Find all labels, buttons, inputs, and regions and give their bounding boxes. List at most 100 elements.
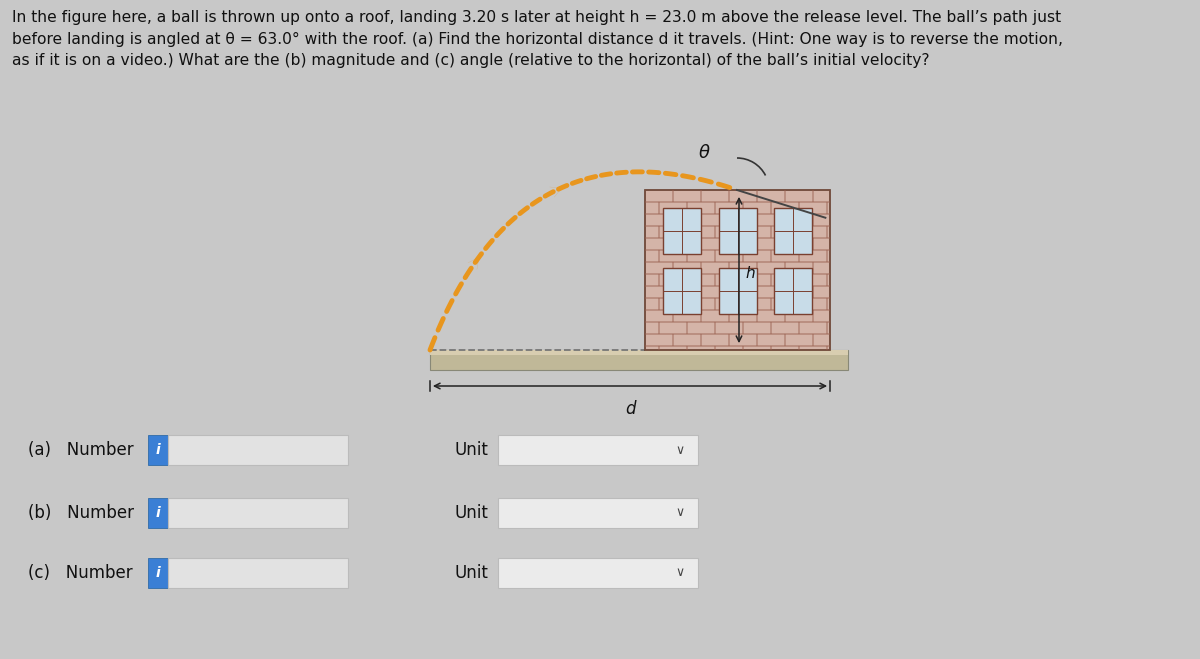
Bar (743, 298, 772, 310)
Bar (799, 250, 827, 262)
Bar (673, 262, 701, 274)
Bar (715, 298, 743, 310)
Bar (743, 346, 772, 350)
Bar (715, 274, 743, 286)
Bar (785, 214, 814, 226)
Bar (757, 214, 785, 226)
Bar (743, 322, 772, 334)
Text: d: d (625, 400, 635, 418)
Bar (646, 262, 673, 274)
Text: i: i (156, 506, 161, 520)
Bar (785, 286, 814, 298)
Bar (730, 190, 757, 202)
Bar (757, 286, 785, 298)
Text: ∨: ∨ (676, 567, 684, 579)
Bar (686, 226, 715, 238)
Bar (772, 346, 799, 350)
Bar (498, 435, 698, 465)
Bar (498, 558, 698, 588)
Bar (774, 208, 812, 254)
Bar (662, 208, 701, 254)
Text: (b)   Number: (b) Number (28, 504, 134, 522)
Bar (772, 202, 799, 214)
Text: Unit: Unit (455, 564, 488, 582)
Bar (148, 435, 168, 465)
Bar (730, 310, 757, 322)
Bar (673, 238, 701, 250)
Bar (646, 250, 659, 262)
Bar (646, 310, 673, 322)
Bar (168, 498, 348, 528)
Bar (646, 298, 659, 310)
Bar (785, 334, 814, 346)
Bar (772, 322, 799, 334)
Bar (743, 274, 772, 286)
Bar (659, 322, 686, 334)
Bar (646, 274, 659, 286)
Bar (659, 298, 686, 310)
Bar (673, 334, 701, 346)
Bar (827, 346, 830, 350)
Bar (646, 334, 673, 346)
Bar (168, 558, 348, 588)
Bar (659, 346, 686, 350)
Bar (814, 334, 830, 346)
Bar (148, 498, 168, 528)
Bar (757, 310, 785, 322)
Bar (659, 226, 686, 238)
Bar (814, 286, 830, 298)
Bar (715, 226, 743, 238)
Bar (814, 214, 830, 226)
Bar (646, 214, 673, 226)
Bar (827, 250, 830, 262)
Bar (715, 202, 743, 214)
Bar (757, 238, 785, 250)
Bar (774, 268, 812, 314)
Bar (646, 346, 659, 350)
Bar (646, 322, 659, 334)
Bar (686, 202, 715, 214)
Bar (772, 298, 799, 310)
Bar (701, 214, 730, 226)
Bar (743, 202, 772, 214)
Bar (730, 262, 757, 274)
Bar (757, 334, 785, 346)
Bar (772, 274, 799, 286)
Bar (686, 322, 715, 334)
Bar (662, 268, 701, 314)
Bar (148, 558, 168, 588)
Bar (719, 208, 756, 254)
Text: i: i (156, 443, 161, 457)
Bar (686, 274, 715, 286)
Bar (785, 310, 814, 322)
Bar (785, 238, 814, 250)
Bar (730, 238, 757, 250)
Bar (701, 286, 730, 298)
Bar (814, 262, 830, 274)
Bar (827, 322, 830, 334)
Polygon shape (646, 190, 830, 350)
Bar (686, 298, 715, 310)
Bar (686, 346, 715, 350)
Bar (715, 250, 743, 262)
Polygon shape (430, 350, 848, 370)
Bar (659, 250, 686, 262)
Bar (646, 286, 673, 298)
Bar (168, 435, 348, 465)
Bar (673, 214, 701, 226)
Bar (646, 190, 673, 202)
Text: In the figure here, a ball is thrown up onto a roof, landing 3.20 s later at hei: In the figure here, a ball is thrown up … (12, 10, 1063, 69)
Bar (827, 202, 830, 214)
Bar (701, 310, 730, 322)
Text: Unit: Unit (455, 441, 488, 459)
Bar (715, 322, 743, 334)
Bar (646, 226, 659, 238)
Text: ∨: ∨ (676, 507, 684, 519)
Bar (757, 190, 785, 202)
Bar (814, 310, 830, 322)
Polygon shape (430, 350, 848, 355)
Bar (827, 298, 830, 310)
Bar (730, 334, 757, 346)
Bar (701, 238, 730, 250)
Bar (715, 346, 743, 350)
